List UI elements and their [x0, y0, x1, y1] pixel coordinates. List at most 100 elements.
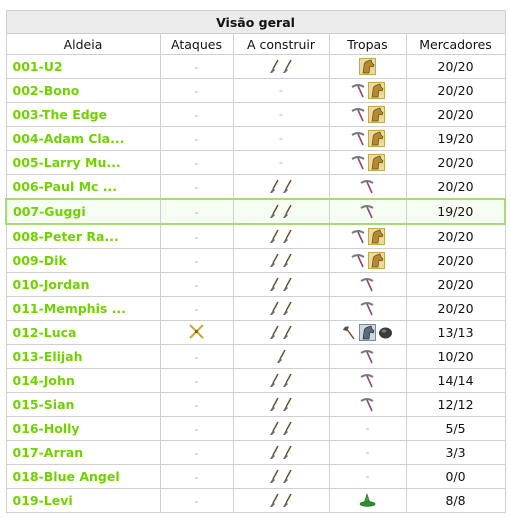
village-link[interactable]: 013-Elijah: [12, 349, 83, 364]
merchants-cell[interactable]: 19/20: [405, 198, 507, 225]
shovel-icon[interactable]: [282, 204, 293, 219]
shovel-icon[interactable]: [269, 325, 280, 340]
shovel-icon[interactable]: [269, 229, 280, 244]
empty-dash: -: [194, 279, 199, 292]
pickaxe-icon[interactable]: [360, 373, 375, 388]
attacks-cell: -: [159, 102, 234, 127]
horse-icon[interactable]: [367, 82, 385, 99]
shovel-icon[interactable]: [269, 373, 280, 388]
pickaxe-icon[interactable]: [350, 253, 366, 268]
overview-panel: Visão geral Aldeia Ataques A construir T…: [5, 10, 507, 513]
village-link[interactable]: 011-Memphis ...: [12, 301, 126, 316]
empty-dash: -: [194, 181, 199, 194]
shovel-icon[interactable]: [282, 397, 293, 412]
merchants-cell[interactable]: 14/14: [405, 368, 506, 393]
village-link[interactable]: 016-Holly: [12, 421, 80, 436]
swords-icon[interactable]: [188, 323, 205, 343]
pickaxe-icon[interactable]: [360, 349, 375, 364]
shovel-icon[interactable]: [282, 325, 293, 340]
ram-icon[interactable]: [378, 325, 393, 340]
merchants-cell[interactable]: 20/20: [405, 174, 506, 200]
village-link[interactable]: 018-Blue Angel: [12, 469, 120, 484]
village-link[interactable]: 002-Bono: [12, 83, 80, 98]
pickaxe-icon[interactable]: [360, 397, 375, 412]
merchants-cell[interactable]: 12/12: [405, 392, 506, 417]
shovel-icon[interactable]: [282, 277, 293, 292]
shovel-icon[interactable]: [282, 445, 293, 460]
shovel-icon[interactable]: [282, 59, 293, 74]
pickaxe-icon[interactable]: [350, 107, 366, 122]
merchants-cell[interactable]: 20/20: [405, 296, 506, 321]
merchants-cell[interactable]: 20/20: [405, 248, 506, 273]
village-link[interactable]: 012-Luca: [12, 325, 77, 340]
shovel-icon[interactable]: [282, 469, 293, 484]
merchants-cell[interactable]: 19/20: [405, 126, 506, 151]
village-link[interactable]: 015-Sian: [12, 397, 75, 412]
horse-icon[interactable]: [359, 58, 376, 75]
merchants-cell[interactable]: 0/0: [405, 464, 506, 489]
horse-icon[interactable]: [367, 106, 385, 123]
village-link[interactable]: 007-Guggi: [13, 204, 86, 219]
shovel-icon[interactable]: [269, 179, 280, 194]
village-link[interactable]: 010-Jordan: [12, 277, 90, 292]
axe-icon[interactable]: [342, 325, 357, 340]
pickaxe-icon[interactable]: [350, 83, 366, 98]
shovel-icon[interactable]: [269, 277, 280, 292]
shovel-icon[interactable]: [282, 253, 293, 268]
village-link[interactable]: 001-U2: [12, 59, 63, 74]
village-link[interactable]: 009-Dik: [12, 253, 67, 268]
knight-icon[interactable]: [359, 324, 376, 341]
merchants-cell[interactable]: 20/20: [405, 150, 506, 175]
merchants-cell[interactable]: 3/3: [405, 440, 506, 465]
pickaxe-icon[interactable]: [350, 229, 366, 244]
shovel-icon[interactable]: [269, 397, 280, 412]
hat-icon[interactable]: [359, 492, 376, 509]
shovel-icon[interactable]: [282, 493, 293, 508]
merchants-cell[interactable]: 20/20: [405, 223, 506, 249]
shovel-icon[interactable]: [282, 301, 293, 316]
pickaxe-icon[interactable]: [360, 204, 375, 219]
village-row: 009-Dik - 20/20: [5, 248, 506, 273]
horse-icon[interactable]: [367, 252, 385, 269]
shovel-icon[interactable]: [269, 204, 280, 219]
merchants-cell[interactable]: 5/5: [405, 416, 506, 441]
shovel-icon[interactable]: [269, 493, 280, 508]
merchants-cell[interactable]: 8/8: [405, 488, 506, 513]
shovel-icon[interactable]: [269, 301, 280, 316]
village-link[interactable]: 004-Adam Cla...: [12, 131, 125, 146]
empty-dash: -: [194, 447, 199, 460]
pickaxe-icon[interactable]: [350, 155, 366, 170]
merchants-cell[interactable]: 20/20: [405, 54, 506, 79]
shovel-icon[interactable]: [269, 469, 280, 484]
merchants-cell[interactable]: 13/13: [405, 320, 506, 345]
shovel-icon[interactable]: [282, 373, 293, 388]
pickaxe-icon[interactable]: [360, 179, 375, 194]
merchants-cell[interactable]: 20/20: [405, 102, 506, 127]
pickaxe-icon[interactable]: [350, 131, 366, 146]
pickaxe-icon[interactable]: [360, 301, 375, 316]
column-header-troops: Tropas: [328, 33, 407, 55]
village-link[interactable]: 008-Peter Ra...: [12, 229, 119, 244]
horse-icon[interactable]: [367, 130, 385, 147]
merchants-cell[interactable]: 20/20: [405, 78, 506, 103]
shovel-icon[interactable]: [276, 349, 287, 364]
shovel-icon[interactable]: [282, 229, 293, 244]
village-link[interactable]: 003-The Edge: [12, 107, 108, 122]
shovel-icon[interactable]: [269, 445, 280, 460]
merchants-cell[interactable]: 10/20: [405, 344, 506, 369]
village-link[interactable]: 006-Paul Mc ...: [12, 179, 118, 194]
village-link[interactable]: 017-Arran: [12, 445, 84, 460]
shovel-icon[interactable]: [282, 421, 293, 436]
shovel-icon[interactable]: [269, 253, 280, 268]
shovel-icon[interactable]: [282, 179, 293, 194]
shovel-icon[interactable]: [269, 421, 280, 436]
village-link[interactable]: 014-John: [12, 373, 75, 388]
horse-icon[interactable]: [367, 154, 385, 171]
horse-icon[interactable]: [367, 228, 385, 245]
troops-cell: [328, 488, 407, 513]
merchants-cell[interactable]: 20/20: [405, 272, 506, 297]
village-link[interactable]: 005-Larry Mu...: [12, 155, 121, 170]
shovel-icon[interactable]: [269, 59, 280, 74]
village-link[interactable]: 019-Levi: [12, 493, 73, 508]
pickaxe-icon[interactable]: [360, 277, 375, 292]
